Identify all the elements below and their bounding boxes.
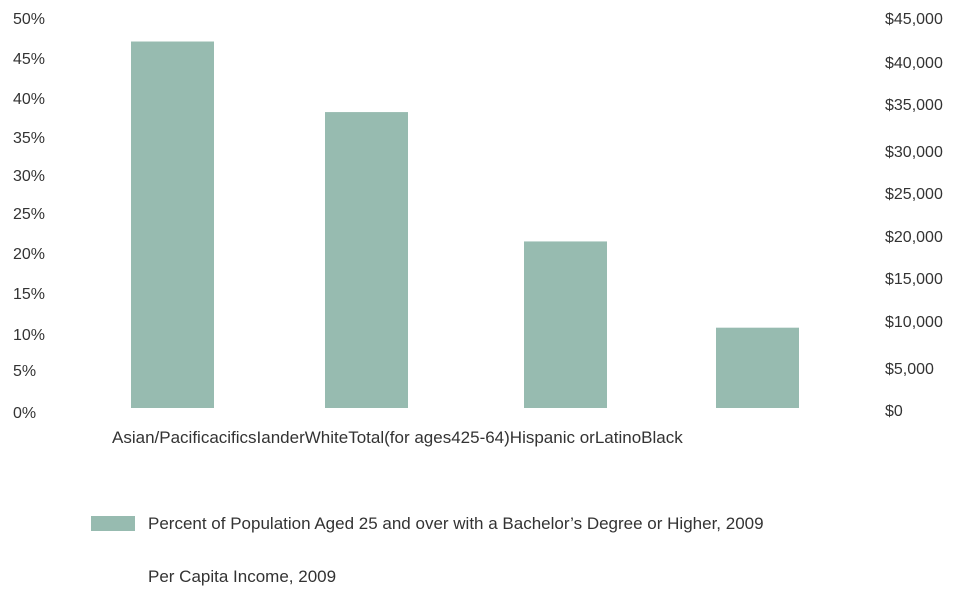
left-tick-label: 50% — [13, 11, 45, 28]
right-tick-label: $25,000 — [885, 186, 943, 203]
legend-label-bachelors: Percent of Population Aged 25 and over w… — [148, 514, 764, 533]
left-tick-label: 25% — [13, 206, 45, 223]
left-tick-label: 35% — [13, 130, 45, 147]
right-tick-label: $45,000 — [885, 11, 943, 28]
bar-white — [325, 112, 408, 408]
left-tick-label: 30% — [13, 168, 45, 185]
left-axis-ticks: 50% 45% 40% 35% 30% 25% 20% 15% 10% 5% 0% — [13, 11, 45, 422]
right-tick-label: $20,000 — [885, 229, 943, 246]
bar-hispanic-or-latino — [524, 241, 607, 408]
legend: Percent of Population Aged 25 and over w… — [91, 514, 764, 586]
left-tick-label: 0% — [13, 405, 36, 422]
right-tick-label: $40,000 — [885, 55, 943, 72]
left-tick-label: 15% — [13, 286, 45, 303]
right-tick-label: $30,000 — [885, 144, 943, 161]
right-tick-label: $10,000 — [885, 314, 943, 331]
bar-black — [716, 327, 799, 408]
right-tick-label: $5,000 — [885, 361, 934, 378]
category-axis-labels: Asian/PacificacificsIanderWhiteTotal(for… — [112, 428, 683, 447]
right-axis-ticks: $45,000 $40,000 $35,000 $30,000 $25,000 $20,0… — [885, 11, 943, 420]
legend-swatch-bachelors — [91, 516, 135, 531]
right-tick-label: $0 — [885, 403, 903, 420]
left-tick-label: 20% — [13, 246, 45, 263]
right-tick-label: $35,000 — [885, 97, 943, 114]
left-tick-label: 5% — [13, 363, 36, 380]
legend-label-income: Per Capita Income, 2009 — [148, 567, 336, 586]
right-tick-label: $15,000 — [885, 271, 943, 288]
left-tick-label: 10% — [13, 327, 45, 344]
bar-asian-pacific-islander — [131, 41, 214, 409]
left-tick-label: 45% — [13, 51, 45, 68]
left-tick-label: 40% — [13, 91, 45, 108]
bars — [131, 41, 799, 409]
